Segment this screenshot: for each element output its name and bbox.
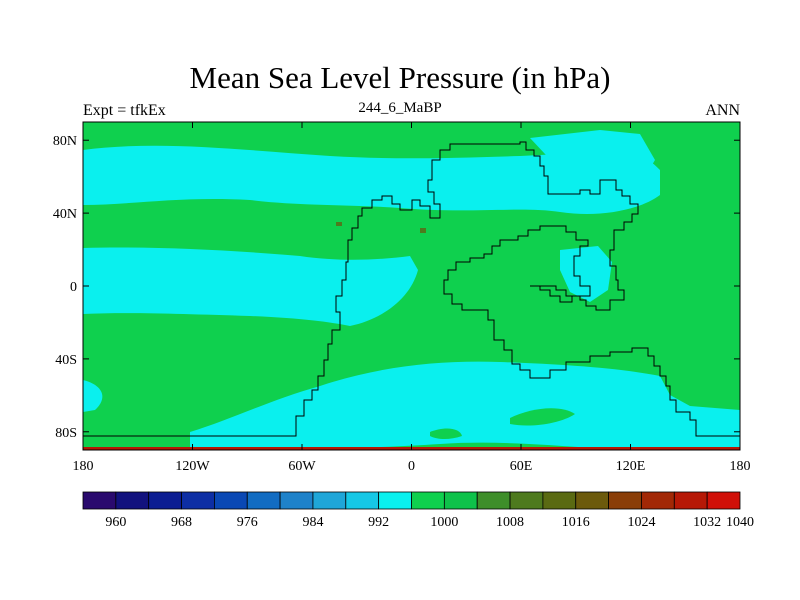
x-tick-label: 120W xyxy=(175,459,210,474)
colorbar-box xyxy=(443,491,478,510)
colorbar-box xyxy=(312,491,347,510)
colorbar-label: 1032 xyxy=(693,515,721,530)
x-tick-label: 60W xyxy=(288,459,316,474)
y-tick-label: 40S xyxy=(55,353,77,368)
small-high-patch-1 xyxy=(336,222,342,226)
north-low-east xyxy=(530,130,655,185)
colorbar-label: 1000 xyxy=(430,515,458,530)
colorbar-box xyxy=(148,491,182,510)
colorbar-label: 968 xyxy=(171,515,192,530)
colorbar-box xyxy=(345,491,380,510)
colorbar-label: 1016 xyxy=(562,515,590,530)
y-tick-label: 80S xyxy=(55,426,77,441)
colorbar-box xyxy=(115,491,150,510)
colorbar-box xyxy=(608,491,642,510)
south-low-band xyxy=(83,380,103,412)
x-tick-label: 0 xyxy=(408,459,415,474)
colorbar-label: 1040 xyxy=(726,515,754,530)
colorbar: 960 968 976 984 992 1000 1008 1016 1024 1032 1040 xyxy=(82,491,754,530)
colorbar-label: 1024 xyxy=(627,515,655,530)
colorbar-label: 992 xyxy=(368,515,389,530)
equatorial-low-band xyxy=(83,247,418,326)
pangaea-west-coast xyxy=(83,141,639,437)
experiment-label: Expt = tfkEx xyxy=(83,102,166,119)
x-tick-label: 120E xyxy=(616,459,646,474)
y-tick-label: 0 xyxy=(70,280,77,295)
coastline xyxy=(83,141,740,437)
colorbar-label: 1008 xyxy=(496,515,524,530)
north-low-band xyxy=(83,145,660,215)
pangaea-east-coast xyxy=(443,225,740,437)
x-tick-label: 60E xyxy=(510,459,533,474)
colorbar-label: 984 xyxy=(302,515,323,530)
colorbar-box xyxy=(279,491,314,510)
axis-ticks: 180 120W 60W 0 60E 120E 180 80N 40N 0 40S 80S xyxy=(53,122,751,474)
colorbar-box xyxy=(82,491,117,510)
map-title: Mean Sea Level Pressure (in hPa) xyxy=(189,60,611,95)
colorbar-box xyxy=(706,491,741,510)
colorbar-box xyxy=(575,491,609,510)
season-label: ANN xyxy=(705,102,740,119)
south-low-main xyxy=(190,361,740,450)
colorbar-box xyxy=(213,491,248,510)
y-tick-label: 80N xyxy=(53,134,77,149)
colorbar-box xyxy=(378,491,412,510)
colorbar-box xyxy=(476,491,511,510)
high-patch-south xyxy=(510,408,575,426)
colorbar-box xyxy=(542,491,577,510)
colorbar-box xyxy=(509,491,544,510)
small-high-patch-2 xyxy=(420,228,426,233)
pressure-field xyxy=(83,122,740,450)
x-tick-label: 180 xyxy=(73,459,94,474)
colorbar-label: 976 xyxy=(237,515,258,530)
colorbar-box xyxy=(641,491,675,510)
x-tick-label: 180 xyxy=(730,459,751,474)
y-tick-label: 40N xyxy=(53,207,77,222)
colorbar-box xyxy=(246,491,281,510)
experiment-subtitle: 244_6_MaBP xyxy=(358,100,442,116)
colorbar-box xyxy=(673,491,708,510)
colorbar-box xyxy=(411,491,445,510)
colorbar-label: 960 xyxy=(105,515,126,530)
arabian-low xyxy=(560,246,612,302)
high-patch-south-2 xyxy=(430,428,462,439)
colorbar-box xyxy=(181,491,215,510)
